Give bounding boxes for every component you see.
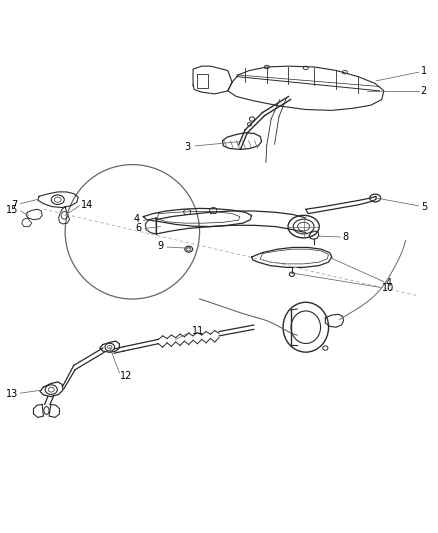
Text: 5: 5: [421, 201, 427, 212]
Text: 10: 10: [381, 283, 394, 293]
Text: 8: 8: [343, 232, 349, 242]
Text: 14: 14: [81, 200, 93, 210]
Text: 13: 13: [6, 390, 18, 399]
Text: 1: 1: [421, 66, 427, 76]
Text: 6: 6: [136, 223, 142, 233]
Text: 3: 3: [185, 142, 191, 152]
Text: 7: 7: [11, 200, 18, 210]
Text: 2: 2: [421, 86, 427, 96]
Text: 12: 12: [120, 371, 133, 381]
Text: 11: 11: [192, 326, 205, 336]
Text: 9: 9: [157, 241, 163, 251]
Text: 4: 4: [386, 278, 392, 288]
Text: 4: 4: [134, 214, 140, 224]
Text: 15: 15: [6, 205, 18, 215]
